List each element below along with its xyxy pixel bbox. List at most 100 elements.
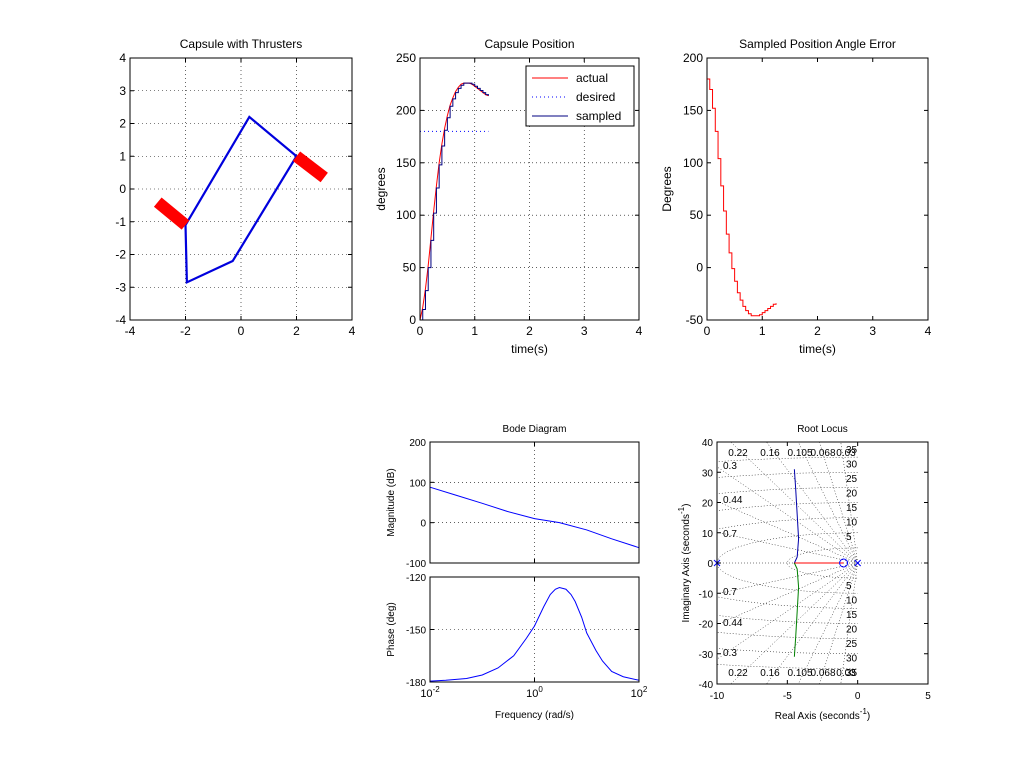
phase-curve (429, 586, 640, 682)
position-y-label: degrees (374, 167, 388, 210)
frequency-label-top: 25 (846, 474, 858, 485)
legend-entry-sampled: sampled (576, 109, 621, 123)
bode-mag-y-tick-label: 0 (420, 519, 426, 530)
damping-side-label: 0.44 (723, 618, 743, 629)
capsule-y-tick-label: -2 (115, 248, 126, 262)
frequency-label-bottom: 30 (846, 654, 858, 665)
error-plot-area (707, 58, 928, 320)
position-y-tick-label: 200 (396, 103, 416, 117)
damping-ray (730, 562, 858, 684)
root-locus-y-tick-label: -30 (699, 650, 714, 661)
damping-label-bottom: 0.105 (787, 668, 812, 679)
position-y-tick-label: 250 (396, 51, 416, 65)
bode-phase-x-tick-label: 10-2 (420, 685, 440, 700)
root-locus-y-tick-label: 30 (702, 468, 714, 479)
bode-mag-series-layer (429, 486, 640, 549)
position-y-tick-label: 150 (396, 156, 416, 170)
root-locus-y-tick-label: -20 (699, 620, 714, 631)
damping-side-label: 0.7 (723, 587, 737, 598)
error-series (707, 78, 777, 317)
capsule-y-tick-label: 4 (119, 51, 126, 65)
error-title: Sampled Position Angle Error (739, 37, 896, 51)
position-y-tick-label: 0 (409, 313, 416, 327)
frequency-label-top: 15 (846, 503, 858, 514)
frequency-label-top: 30 (846, 460, 858, 471)
root-locus-y-tick-label: 20 (702, 499, 714, 510)
frequency-label-bottom: 25 (846, 639, 858, 650)
frequency-label-bottom: 5 (846, 581, 852, 592)
capsule-x-tick-label: 2 (293, 324, 300, 338)
position-axes: 0 1 2 3 4 0 50 100 150 200 250 Capsule Position time… (374, 37, 643, 356)
capsule-y-tick-label: 3 (119, 84, 126, 98)
error-y-tick-label: 150 (683, 103, 703, 117)
capsule-axes: -4 -2 0 2 4 -4 -3 -2 -1 0 1 2 3 4 Capsule with Thruste… (115, 37, 355, 338)
zero-marker (839, 558, 849, 568)
capsule-y-tick-label: 1 (119, 149, 126, 163)
bode-mag-y-tick-label: 100 (409, 478, 426, 489)
root-locus-title: Root Locus (797, 424, 848, 435)
error-y-label: Degrees (660, 166, 674, 211)
damping-label-bottom: 0.16 (760, 668, 780, 679)
damping-ray (730, 442, 858, 564)
capsule-x-tick-label: -2 (180, 324, 191, 338)
damping-label-bottom: 0.22 (728, 668, 748, 679)
error-y-tick-label: 100 (683, 156, 703, 170)
position-y-tick-label: 50 (403, 261, 417, 275)
damping-ray (717, 500, 858, 564)
frequency-label-bottom: 20 (846, 625, 858, 636)
position-legend: actual desired sampled (525, 65, 635, 127)
capsule-series-layer (153, 115, 328, 285)
damping-side-label: 0.44 (723, 495, 743, 506)
capsule-y-tick-label: -1 (115, 215, 126, 229)
frequency-label-top: 35 (846, 445, 858, 456)
damping-side-label: 0.3 (723, 461, 737, 472)
capsule-y-tick-label: -4 (115, 313, 126, 327)
bode-phase-x-tick-label: 100 (526, 685, 543, 700)
error-x-tick-label: 4 (925, 324, 932, 338)
damping-label-bottom: 0.03 (836, 668, 856, 679)
damping-label-bottom: 0.068 (810, 668, 835, 679)
damping-label-top: 0.22 (728, 448, 748, 459)
error-y-tick-label: -50 (686, 313, 704, 327)
root-locus-x-tick-label: -10 (710, 691, 725, 702)
capsule-x-tick-label: 0 (238, 324, 245, 338)
damping-label-top: 0.105 (787, 448, 812, 459)
root-locus-series-layer: 0.220.220.160.160.1050.1050.0680.0680.03… (713, 442, 928, 684)
frequency-label-top: 5 (846, 532, 852, 543)
capsule-x-tick-label: -4 (125, 324, 136, 338)
position-x-tick-label: 4 (636, 324, 643, 338)
root-locus-y-tick-label: 0 (707, 559, 713, 570)
bode-phase-y-label: Phase (deg) (386, 602, 397, 656)
root-locus-x-tick-label: 5 (925, 691, 931, 702)
bode-mag-y-tick-label: 200 (409, 438, 426, 449)
root-locus-y-tick-label: -10 (699, 589, 714, 600)
capsule-outline (184, 115, 298, 285)
position-x-tick-label: 0 (417, 324, 424, 338)
thruster-2 (292, 151, 328, 183)
position-x-tick-label: 2 (526, 324, 533, 338)
legend-entry-desired: desired (576, 90, 615, 104)
bode-phase-x-tick-label: 102 (631, 685, 648, 700)
capsule-x-tick-label: 4 (349, 324, 356, 338)
error-x-tick-label: 1 (759, 324, 766, 338)
root-locus-y-label: Imaginary Axis (seconds-1) (677, 504, 692, 623)
root-locus-y-tick-label: -40 (699, 680, 714, 691)
frequency-label-top: 20 (846, 489, 858, 500)
damping-side-label: 0.7 (723, 529, 737, 540)
bode-phase-axes: 10-2 100 102 -180 -150 -120 Frequency (rad/s) P… (386, 573, 648, 721)
error-series-layer (707, 78, 777, 317)
position-series-layer (419, 82, 489, 321)
bode-mag-y-tick-label: -100 (406, 559, 426, 570)
root-locus-y-tick-label: 40 (702, 438, 714, 449)
root-locus-y-tick-label: 10 (702, 529, 714, 540)
position-y-tick-label: 100 (396, 208, 416, 222)
bode-phase-y-tick-label: -150 (406, 626, 426, 637)
error-x-tick-label: 2 (814, 324, 821, 338)
damping-label-top: 0.03 (836, 448, 856, 459)
legend-entry-actual: actual (576, 71, 608, 85)
frequency-label-bottom: 10 (846, 596, 858, 607)
root-locus-x-tick-label: -5 (783, 691, 792, 702)
frequency-label-bottom: 15 (846, 610, 858, 621)
frequency-arc (717, 517, 858, 609)
